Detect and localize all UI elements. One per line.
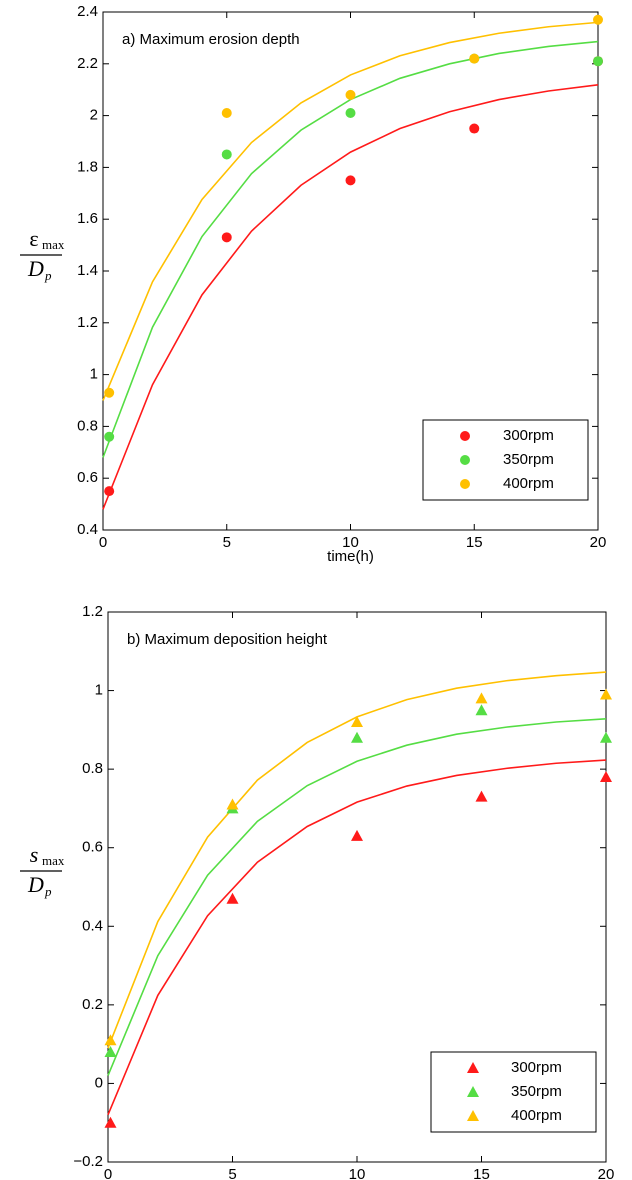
point bbox=[600, 771, 612, 782]
y-tick-label: 0.8 bbox=[82, 760, 103, 777]
x-tick-label: 20 bbox=[590, 534, 607, 551]
fit-curve bbox=[102, 21, 599, 401]
y-label-denominator: D bbox=[27, 256, 44, 281]
point bbox=[104, 431, 115, 442]
legend-label: 350rpm bbox=[503, 451, 554, 468]
x-axis-label: time(h) bbox=[327, 548, 374, 565]
chart-title: b) Maximum deposition height bbox=[127, 631, 328, 648]
point bbox=[104, 486, 115, 497]
point bbox=[345, 89, 356, 100]
y-tick-label: 1 bbox=[95, 682, 103, 699]
fit-curve bbox=[107, 718, 607, 1076]
legend-marker bbox=[460, 479, 470, 489]
y-label-numerator: s bbox=[30, 842, 39, 867]
point bbox=[221, 108, 232, 119]
legend-label: 400rpm bbox=[503, 475, 554, 492]
y-label-denominator: D bbox=[27, 872, 44, 897]
fit-curve bbox=[107, 759, 607, 1116]
fit-curve bbox=[107, 671, 607, 1049]
legend-box bbox=[422, 419, 589, 501]
y-tick-label: 0.6 bbox=[82, 839, 103, 856]
y-tick-label: 1.6 bbox=[77, 210, 98, 227]
legend-label: 350rpm bbox=[511, 1083, 562, 1100]
y-tick-label: 0.6 bbox=[77, 469, 98, 486]
y-tick-label: 0.8 bbox=[77, 417, 98, 434]
point bbox=[475, 704, 488, 716]
fit-curve bbox=[102, 40, 599, 458]
point bbox=[104, 1034, 117, 1046]
y-label-denominator-sub: p bbox=[44, 884, 52, 899]
point bbox=[345, 108, 356, 119]
y-tick-label: −0.2 bbox=[73, 1153, 103, 1170]
point bbox=[469, 123, 480, 134]
x-tick-label: 5 bbox=[223, 534, 231, 551]
y-tick-label: 1.2 bbox=[82, 603, 103, 620]
point bbox=[475, 790, 488, 802]
point bbox=[469, 53, 480, 64]
y-tick-label: 0 bbox=[95, 1074, 103, 1091]
y-tick-label: 2.4 bbox=[77, 3, 98, 20]
y-tick-label: 0.4 bbox=[77, 521, 98, 538]
legend-marker bbox=[467, 1062, 479, 1073]
point bbox=[351, 731, 363, 743]
legend-box bbox=[430, 1051, 597, 1133]
y-label-denominator-sub: p bbox=[44, 268, 52, 283]
y-tick-label: 1.4 bbox=[77, 262, 98, 279]
point bbox=[104, 387, 115, 398]
x-tick-label: 15 bbox=[466, 534, 483, 551]
point bbox=[221, 149, 232, 160]
legend-marker bbox=[460, 431, 470, 441]
legend-marker bbox=[460, 455, 470, 465]
x-tick-label: 5 bbox=[228, 1166, 236, 1180]
legend-label: 300rpm bbox=[511, 1059, 562, 1076]
y-label-numerator: ε bbox=[29, 226, 38, 251]
point bbox=[351, 829, 363, 841]
x-tick-label: 10 bbox=[349, 1166, 366, 1180]
x-tick-label: 10 bbox=[342, 534, 359, 551]
point bbox=[345, 175, 356, 186]
point bbox=[104, 1116, 117, 1128]
x-tick-label: 0 bbox=[104, 1166, 112, 1180]
chart-title: a) Maximum erosion depth bbox=[122, 31, 300, 48]
y-tick-label: 1.2 bbox=[77, 314, 98, 331]
legend-label: 300rpm bbox=[503, 427, 554, 444]
point bbox=[600, 731, 612, 743]
y-tick-label: 0.4 bbox=[82, 917, 103, 934]
point bbox=[226, 798, 239, 810]
y-tick-label: 0.2 bbox=[82, 996, 103, 1013]
point bbox=[221, 232, 232, 243]
y-tick-label: 1.8 bbox=[77, 158, 98, 175]
legend-marker bbox=[467, 1110, 479, 1121]
point bbox=[593, 14, 603, 25]
fit-curve bbox=[102, 83, 599, 510]
legend-marker bbox=[467, 1086, 479, 1097]
x-tick-label: 20 bbox=[598, 1166, 615, 1180]
point bbox=[226, 892, 239, 904]
y-label-numerator-sub: max bbox=[42, 237, 65, 252]
point bbox=[600, 688, 612, 700]
point bbox=[351, 716, 363, 727]
y-tick-label: 1 bbox=[90, 366, 98, 383]
x-tick-label: 15 bbox=[473, 1166, 490, 1180]
point bbox=[104, 1046, 117, 1057]
legend-label: 400rpm bbox=[511, 1107, 562, 1124]
x-tick-label: 0 bbox=[99, 534, 107, 551]
y-label-numerator-sub: max bbox=[42, 853, 65, 868]
point bbox=[475, 692, 488, 704]
y-tick-label: 2.2 bbox=[77, 55, 98, 72]
point bbox=[593, 56, 603, 67]
y-tick-label: 2 bbox=[90, 107, 98, 124]
